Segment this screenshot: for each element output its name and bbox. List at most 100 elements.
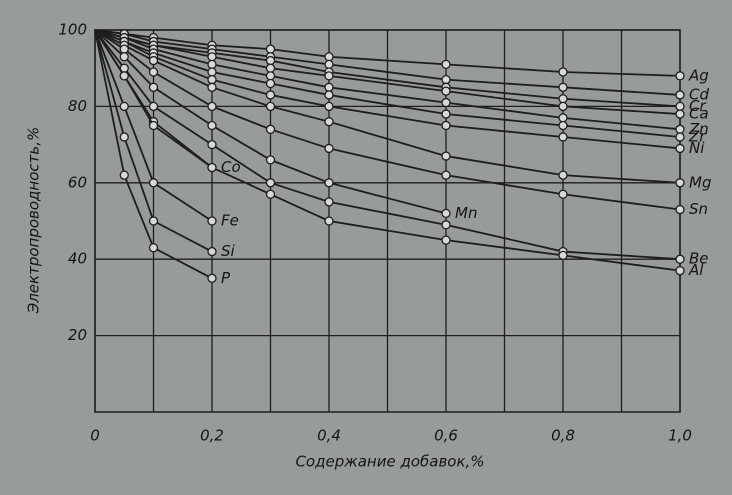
y-tick-label: 100 — [58, 21, 87, 39]
data-point — [558, 132, 568, 142]
data-point — [324, 101, 334, 112]
data-point — [675, 178, 685, 188]
series-line — [94, 29, 213, 280]
data-point — [324, 52, 334, 62]
y-axis-label: Электропроводность,% — [25, 127, 43, 315]
data-point — [207, 82, 217, 92]
data-point — [119, 44, 129, 54]
series-label: Cd — [689, 85, 709, 103]
data-point — [207, 139, 217, 150]
series-line — [94, 29, 213, 222]
data-point — [265, 101, 276, 112]
data-point — [207, 162, 217, 173]
data-point — [675, 71, 685, 81]
data-point — [558, 113, 568, 123]
data-point — [148, 243, 159, 253]
series-label: Ni — [689, 139, 705, 157]
data-point — [265, 63, 276, 73]
x-tick-label: 0,4 — [317, 427, 341, 445]
x-tick-label: 1,0 — [668, 427, 692, 445]
data-point — [441, 97, 451, 108]
data-point — [265, 124, 276, 134]
series-label: Fe — [221, 212, 239, 230]
data-point — [148, 216, 159, 226]
data-point — [675, 254, 685, 264]
x-tick-label: 0,2 — [200, 427, 224, 445]
x-axis-label: Содержание добавок,% — [295, 453, 484, 471]
data-point — [324, 197, 334, 207]
data-point — [675, 90, 685, 100]
data-point — [265, 55, 276, 66]
data-point — [675, 204, 685, 215]
data-point — [207, 67, 217, 77]
data-point — [148, 101, 159, 112]
y-tick-label: 80 — [68, 97, 87, 115]
data-point — [119, 170, 129, 180]
series-label: Be — [689, 250, 709, 268]
data-point — [558, 94, 568, 104]
data-point — [441, 75, 451, 85]
data-point — [148, 55, 159, 66]
data-point — [207, 101, 217, 112]
series-label: Cr — [689, 97, 706, 115]
data-point — [558, 120, 568, 131]
data-point — [441, 235, 451, 245]
data-point — [441, 120, 451, 131]
data-point — [441, 59, 451, 70]
data-point — [558, 170, 568, 180]
series-label: Mg — [689, 173, 711, 191]
series-label: Zr — [688, 127, 706, 145]
data-point — [441, 208, 451, 219]
x-tick-label: 0 — [90, 427, 100, 445]
series-label: Co — [221, 158, 241, 176]
data-point — [558, 82, 568, 92]
data-point — [441, 170, 451, 180]
data-point — [324, 117, 334, 127]
data-point — [558, 67, 568, 77]
series-label: Ag — [688, 66, 709, 84]
data-point — [265, 44, 276, 54]
data-point — [265, 90, 276, 100]
data-point — [265, 71, 276, 81]
data-point — [207, 120, 217, 131]
series-label: P — [221, 269, 231, 287]
data-point — [207, 246, 217, 257]
data-point — [324, 143, 334, 154]
data-point — [207, 59, 217, 70]
data-point — [675, 132, 685, 142]
y-tick-label: 20 — [68, 326, 87, 344]
data-point — [441, 220, 451, 230]
series-label: Si — [221, 242, 236, 260]
data-point — [119, 132, 129, 142]
data-point — [265, 78, 276, 89]
data-point — [324, 216, 334, 226]
data-point — [207, 52, 217, 62]
data-point — [324, 59, 334, 70]
data-point — [148, 120, 159, 131]
data-point — [148, 178, 159, 188]
data-point — [675, 124, 685, 134]
data-point — [207, 216, 217, 226]
y-tick-label: 40 — [68, 250, 87, 268]
x-tick-label: 0,8 — [551, 427, 575, 445]
series-label: Sn — [689, 200, 708, 218]
data-point — [265, 155, 276, 165]
data-point — [119, 52, 129, 62]
data-point — [148, 67, 159, 77]
x-tick-label: 0,6 — [434, 427, 458, 445]
data-point — [675, 143, 685, 154]
series-label: Ca — [689, 105, 709, 123]
data-point — [441, 86, 451, 96]
data-point — [148, 82, 159, 92]
data-point — [207, 75, 217, 85]
series-label: Mn — [455, 204, 477, 222]
data-point — [558, 189, 568, 199]
data-point — [119, 101, 129, 112]
series-line — [94, 29, 213, 253]
data-point — [324, 178, 334, 188]
y-tick-label: 60 — [68, 173, 87, 191]
data-point — [558, 250, 568, 261]
data-point — [207, 273, 217, 283]
data-point — [324, 90, 334, 100]
data-point — [675, 109, 685, 119]
